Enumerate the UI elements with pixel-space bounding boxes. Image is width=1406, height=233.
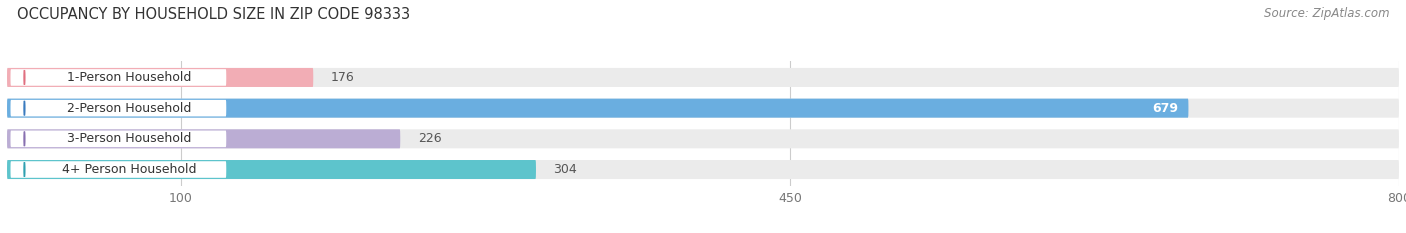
FancyBboxPatch shape: [7, 160, 536, 179]
FancyBboxPatch shape: [7, 160, 1399, 179]
FancyBboxPatch shape: [7, 68, 1399, 87]
Text: 176: 176: [330, 71, 354, 84]
FancyBboxPatch shape: [7, 129, 1399, 148]
FancyBboxPatch shape: [10, 161, 226, 178]
FancyBboxPatch shape: [10, 69, 226, 86]
Text: Source: ZipAtlas.com: Source: ZipAtlas.com: [1264, 7, 1389, 20]
FancyBboxPatch shape: [10, 130, 226, 147]
FancyBboxPatch shape: [7, 99, 1399, 118]
Text: 304: 304: [554, 163, 576, 176]
FancyBboxPatch shape: [10, 100, 226, 116]
Text: 4+ Person Household: 4+ Person Household: [62, 163, 197, 176]
FancyBboxPatch shape: [7, 99, 1188, 118]
FancyBboxPatch shape: [7, 129, 401, 148]
Text: 226: 226: [418, 132, 441, 145]
Text: 679: 679: [1152, 102, 1178, 115]
Text: 3-Person Household: 3-Person Household: [67, 132, 191, 145]
Text: OCCUPANCY BY HOUSEHOLD SIZE IN ZIP CODE 98333: OCCUPANCY BY HOUSEHOLD SIZE IN ZIP CODE …: [17, 7, 411, 22]
Text: 2-Person Household: 2-Person Household: [67, 102, 191, 115]
Text: 1-Person Household: 1-Person Household: [67, 71, 191, 84]
FancyBboxPatch shape: [7, 68, 314, 87]
